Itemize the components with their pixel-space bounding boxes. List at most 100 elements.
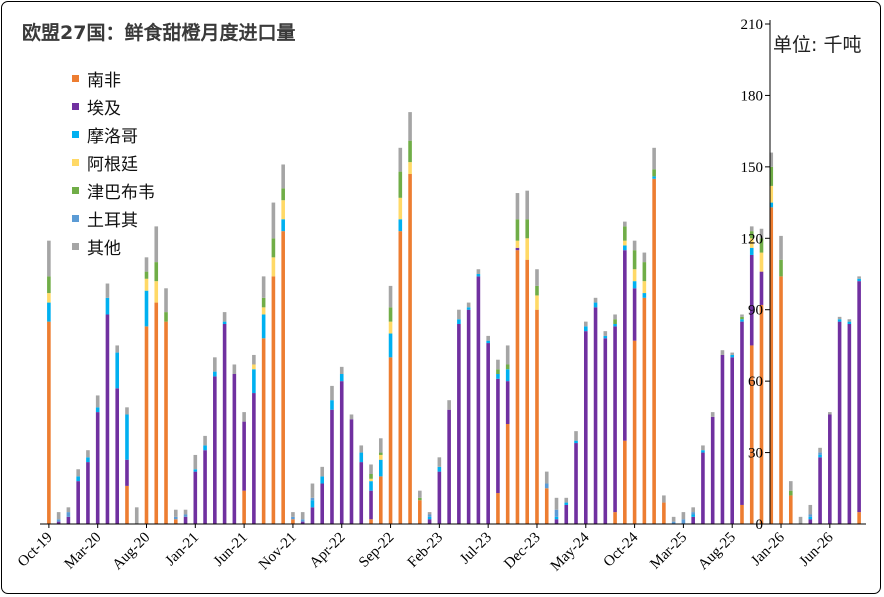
bar-segment [437, 471, 442, 524]
x-tick-label: May-24 [548, 529, 593, 574]
bar-segment [701, 445, 705, 451]
bar-segment [564, 502, 569, 505]
bar-segment [66, 512, 71, 517]
bar-segment [779, 276, 783, 524]
x-tick-label: Oct-24 [601, 529, 642, 570]
bar-segment [193, 469, 198, 472]
bar-segment [398, 231, 403, 524]
bar-segment [759, 238, 764, 253]
legend-item: 津巴布韦 [72, 176, 155, 204]
bar-segment [730, 352, 735, 355]
bar-segment [554, 516, 559, 520]
bar-segment [779, 259, 783, 277]
bar-segment [398, 219, 403, 232]
y-tick-label: 120 [741, 231, 764, 247]
bar-segment [47, 293, 51, 303]
bar-segment [359, 462, 364, 524]
bar-segment [66, 507, 71, 513]
bar-segment [847, 324, 852, 524]
bar-segment [418, 490, 422, 498]
bar-segment [828, 414, 832, 524]
bar-segment [154, 302, 159, 524]
bar-segment [740, 319, 744, 322]
bar-segment [86, 462, 90, 524]
bar-segment [652, 176, 656, 179]
bar-segment [603, 338, 608, 524]
bar-segment [749, 231, 754, 239]
bar-segment [47, 276, 51, 294]
bar-segment [681, 519, 686, 524]
bar-segment [466, 307, 471, 310]
bar-segment [378, 454, 383, 460]
bar-segment [144, 326, 149, 524]
legend: 南非 埃及 摩洛哥 阿根廷 津巴布韦 土耳其 其他 [72, 64, 155, 260]
bar-segment [125, 414, 129, 460]
bar-segment [623, 240, 627, 246]
bar-segment [515, 247, 520, 251]
bar-segment [427, 519, 432, 524]
legend-item: 其他 [72, 232, 155, 260]
bar-segment [359, 452, 364, 463]
bar-segment [447, 409, 451, 524]
bar-segment [505, 424, 510, 524]
bar-segment [515, 219, 520, 241]
bar-segment [183, 509, 188, 515]
bar-segment [339, 374, 344, 382]
x-tick-label: Feb-23 [405, 530, 446, 571]
bar-segment [574, 431, 578, 441]
bar-segment [535, 295, 539, 310]
bar-segment [418, 500, 422, 524]
bar-segment [281, 200, 285, 220]
bar-segment [271, 276, 276, 524]
bar-segment [642, 262, 647, 282]
bar-segment [466, 302, 471, 308]
bar-segment [740, 504, 744, 524]
bar-segment [476, 269, 481, 274]
bar-segment [300, 519, 305, 522]
bar-segment [408, 162, 412, 174]
bar-segment [613, 326, 617, 513]
legend-swatch [72, 130, 79, 138]
bar-segment [203, 435, 207, 446]
bar-segment [173, 509, 178, 517]
y-tick-label: 60 [748, 374, 763, 390]
bar-segment [144, 257, 149, 272]
bar-segment [749, 345, 754, 524]
bar-segment [378, 476, 383, 524]
bar-segment [115, 388, 120, 524]
bar-segment [418, 497, 422, 501]
bar-segment [613, 314, 617, 320]
bar-segment [769, 202, 774, 208]
bar-segment [769, 166, 774, 186]
bar-segment [632, 269, 637, 282]
bar-segment [154, 226, 159, 263]
legend-label: 土耳其 [87, 210, 138, 231]
bar-segment [144, 290, 149, 327]
y-tick-label: 30 [748, 446, 763, 462]
bar-segment [427, 516, 432, 520]
bar-segment [447, 400, 451, 410]
bar-segment [749, 247, 754, 255]
bar-segment [95, 395, 100, 408]
bar-segment [515, 193, 520, 220]
bar-segment [154, 262, 159, 282]
y-tick-label: 180 [741, 88, 764, 104]
bar-segment [808, 504, 813, 515]
bar-segment [437, 457, 442, 467]
bar-segment [749, 226, 754, 232]
bar-segment [125, 459, 129, 486]
bar-segment [56, 519, 61, 522]
legend-swatch [72, 102, 79, 110]
bar-segment [808, 516, 813, 520]
bar-segment [339, 381, 344, 524]
bar-segment [505, 369, 510, 382]
bar-segment [486, 335, 490, 341]
x-tick-label: Nov-21 [256, 530, 300, 574]
bar-segment [818, 452, 822, 455]
bar-segment [632, 240, 637, 251]
bar-segment [173, 519, 178, 524]
bar-segment [525, 259, 530, 524]
bar-segment [496, 369, 500, 374]
bar-segment [730, 357, 735, 524]
bar-segment [808, 514, 813, 517]
